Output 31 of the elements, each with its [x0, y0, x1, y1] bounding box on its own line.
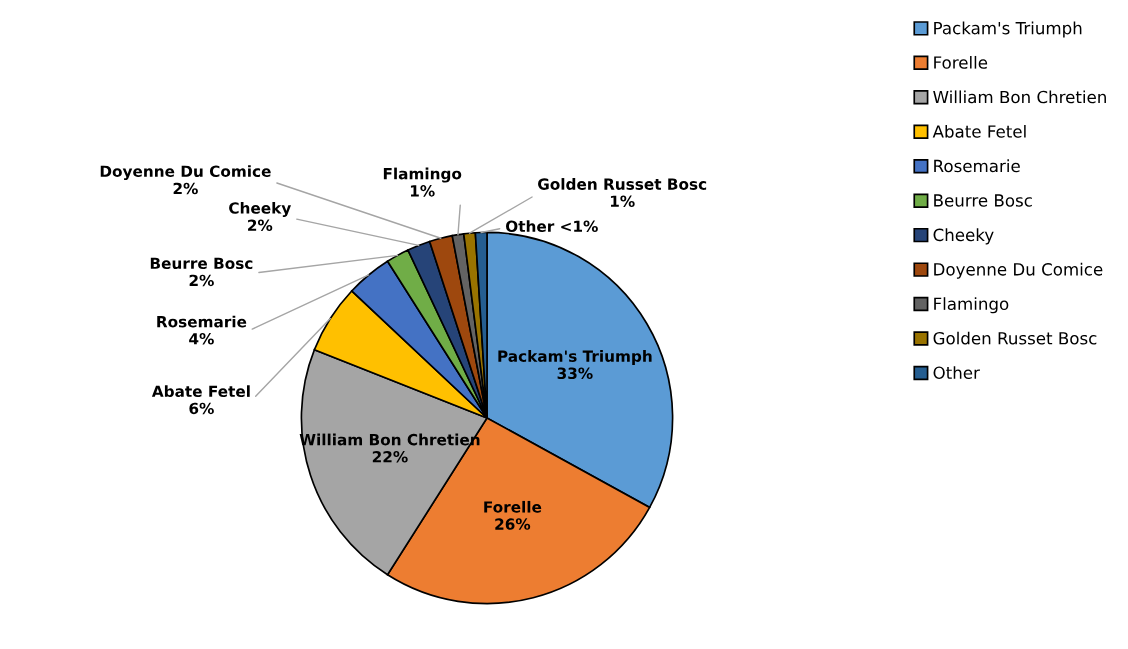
legend-label: Packam's Triumph	[934, 21, 1082, 38]
data-label: 2%	[189, 274, 214, 287]
legend-label: Rosemarie	[934, 159, 1020, 173]
legend-label: Flamingo	[934, 297, 1009, 314]
legend-label: Abate Fetel	[932, 124, 1026, 138]
legend-label: Golden Russet Bosc	[933, 331, 1097, 345]
slice-label: Forelle	[484, 500, 542, 513]
legend-label: Beurre Bosc	[934, 194, 1032, 207]
data-label: 1%	[610, 195, 635, 207]
data-label: 2%	[248, 219, 273, 232]
legend-label: Cheeky	[933, 228, 994, 245]
data-label: 33%	[557, 367, 593, 380]
category-label: Other <1%	[506, 220, 598, 233]
slice-label: Beurre Bosc	[150, 257, 253, 270]
legend-label: Doyenne Du Comice	[934, 262, 1103, 279]
slice-label: Rosemarie	[157, 315, 247, 328]
slice-label: Flamingo	[383, 167, 462, 183]
data-label: 1%	[410, 185, 435, 197]
data-label: 26%	[495, 518, 531, 530]
data-label: 22%	[372, 450, 408, 463]
legend-label: Other	[933, 366, 980, 380]
data-label: 2%	[173, 182, 198, 195]
legend-label: Forelle	[934, 55, 988, 69]
slice-label: Packam's Triumph	[498, 350, 652, 365]
slice-label: Golden Russet Bosc	[538, 178, 707, 190]
slice-label: Cheeky	[229, 201, 291, 217]
legend-label: William Bon Chretien	[933, 90, 1106, 104]
data-label: 6%	[189, 402, 214, 415]
slice-label: Doyenne Du Comice	[100, 165, 271, 181]
slice-label: Abate Fetel	[151, 385, 250, 398]
data-label: 4%	[189, 333, 214, 345]
